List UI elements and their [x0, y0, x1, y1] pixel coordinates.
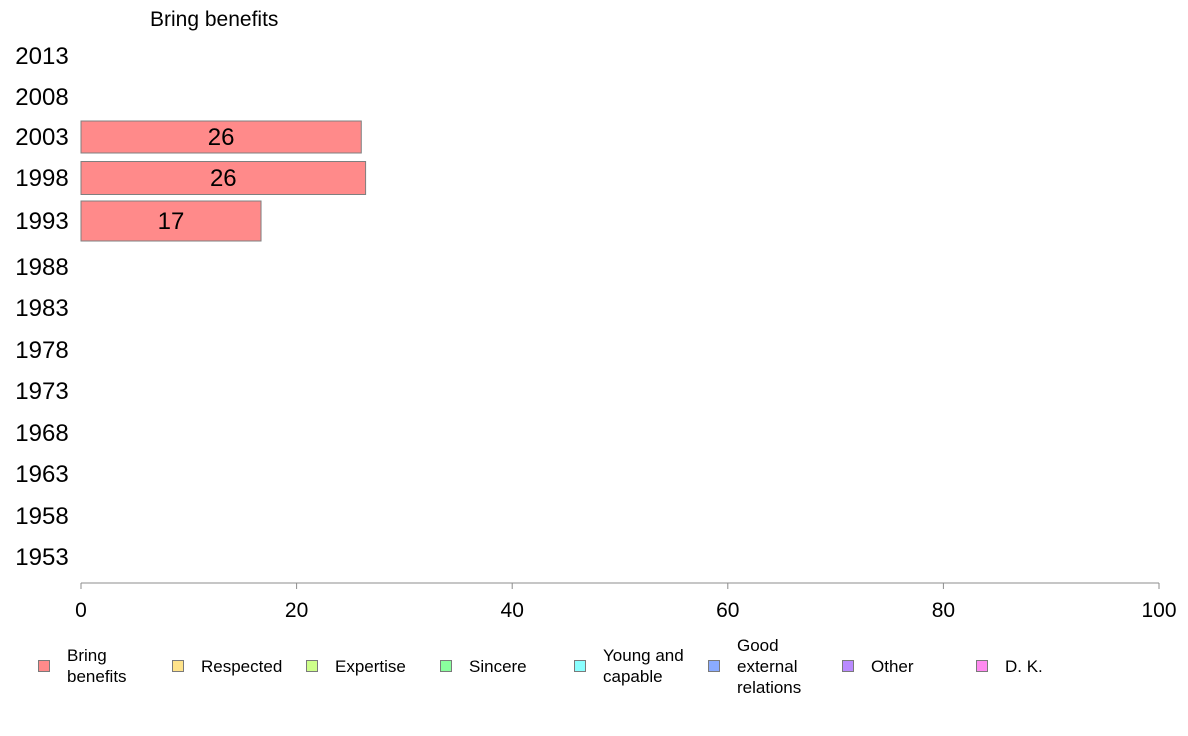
y-tick-label: 2008	[15, 84, 68, 111]
bar	[80, 120, 362, 154]
legend-item: D. K.	[976, 632, 1043, 700]
legend-label: Respected	[201, 656, 283, 676]
legend-swatch	[440, 660, 452, 672]
legend-item: Good external relations	[708, 632, 801, 700]
y-tick-label: 1978	[15, 337, 68, 364]
legend-swatch	[172, 660, 184, 672]
legend: Bring benefits Respected Expertise Sincere Y…	[38, 632, 1168, 700]
y-tick-label: 1993	[15, 208, 68, 235]
legend-label: Bring benefits	[67, 646, 127, 686]
bar	[80, 200, 262, 242]
legend-swatch	[708, 660, 720, 672]
x-tick-label: 100	[1141, 599, 1176, 622]
legend-label: Sincere	[469, 656, 527, 676]
y-tick-label: 1953	[15, 544, 68, 571]
legend-item: Young and capable	[574, 632, 684, 700]
y-tick-label: 2013	[15, 43, 68, 70]
y-tick-label: 1973	[15, 378, 68, 405]
legend-swatch	[976, 660, 988, 672]
legend-label: Expertise	[335, 656, 406, 676]
legend-swatch	[306, 660, 318, 672]
x-tick-label: 0	[75, 599, 87, 622]
legend-item: Expertise	[306, 632, 406, 700]
y-tick-label: 1963	[15, 461, 68, 488]
data-label: 26	[208, 124, 235, 151]
x-tick-label: 60	[716, 599, 739, 622]
y-tick-label: 1998	[15, 165, 68, 192]
bar	[80, 161, 367, 195]
x-tick-label: 40	[501, 599, 524, 622]
legend-label: Other	[871, 656, 914, 676]
legend-item: Sincere	[440, 632, 527, 700]
legend-label: D. K.	[1005, 656, 1043, 676]
bar-chart: Bring benefits 2013 2008 2003 1998 1993 1988 1…	[15, 8, 1176, 622]
data-label: 26	[210, 165, 237, 192]
legend-swatch	[842, 660, 854, 672]
legend-swatch	[38, 660, 50, 672]
data-label: 17	[158, 208, 185, 235]
y-tick-label: 1983	[15, 295, 68, 322]
legend-swatch	[574, 660, 586, 672]
legend-item: Other	[842, 632, 914, 700]
legend-label: Good external relations	[737, 635, 802, 697]
y-tick-label: 1958	[15, 503, 68, 530]
legend-item: Respected	[172, 632, 282, 700]
legend-label: Young and capable	[603, 646, 684, 686]
chart-title: Bring benefits	[150, 8, 278, 31]
x-tick-label: 20	[285, 599, 308, 622]
y-tick-label: 1968	[15, 420, 68, 447]
x-tick-label: 80	[932, 599, 955, 622]
y-tick-label: 1988	[15, 254, 68, 281]
legend-item: Bring benefits	[38, 632, 127, 700]
y-tick-label: 2003	[15, 124, 68, 151]
